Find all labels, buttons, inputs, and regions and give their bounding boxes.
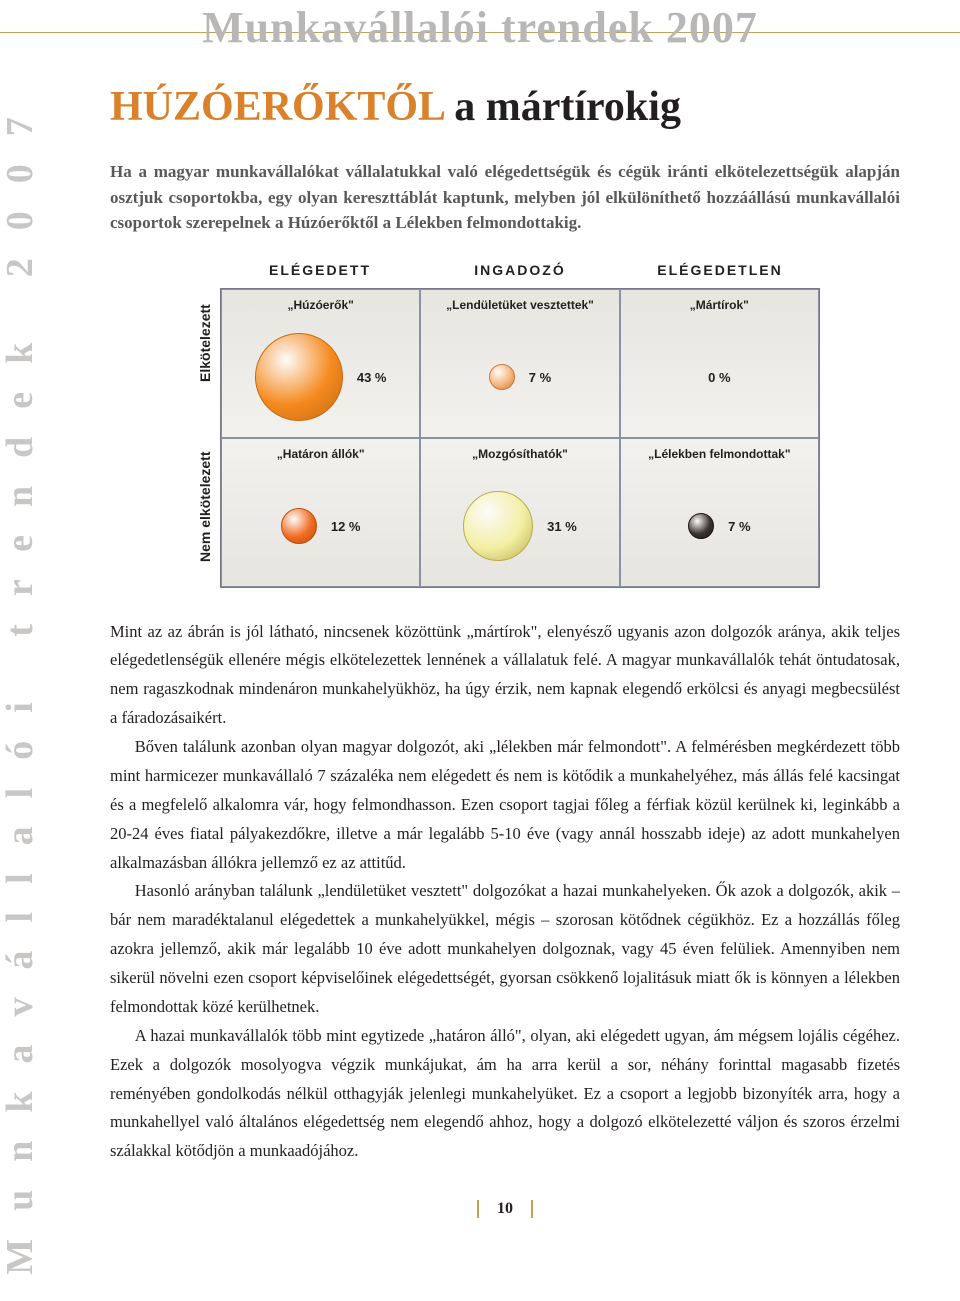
chart-cell-label: „Lélekben felmondottak" — [648, 447, 790, 461]
chart-cell-pct: 31 % — [547, 519, 577, 534]
article-title-rest: a mártírokig — [444, 84, 681, 130]
chart-bubble — [281, 508, 317, 544]
chart-bubble — [489, 364, 515, 390]
chart-cell-1-1: „Mozgósíthatók" 31 % — [420, 438, 619, 587]
chart-cell-label: „Lendületüket vesztettek" — [446, 298, 594, 312]
chart-cell-pct: 43 % — [357, 370, 387, 385]
chart-col-header-1: INGADOZÓ — [420, 262, 620, 288]
chart-cell-label: „Mozgósíthatók" — [472, 447, 568, 461]
page-number: 10 — [477, 1200, 533, 1218]
chart-cell-0-2: „Mártírok" 0 % — [620, 289, 819, 438]
chart-cell-pct: 12 % — [331, 519, 361, 534]
chart-cell-0-0: „Húzóerők" 43 % — [221, 289, 420, 438]
page-number-container: 10 — [110, 1200, 900, 1218]
chart-cell-1-2: „Lélekben felmondottak" 7 % — [620, 438, 819, 587]
chart-bubble — [688, 513, 714, 539]
article-title-highlight: HÚZÓERŐKTŐL — [110, 84, 444, 130]
chart-col-header-2: ELÉGEDETLEN — [620, 262, 820, 288]
sidebar-vertical-title: Munkavállalói trendek 2007 — [0, 89, 42, 1274]
chart-cell-label: „Határon állók" — [277, 447, 365, 461]
body-paragraph-3: Hasonló arányban találunk „lendületüket … — [110, 877, 900, 1021]
chart-row-header-0: Elkötelezett — [190, 262, 220, 425]
chart-cell-label: „Húzóerők" — [287, 298, 353, 312]
chart-cell-pct: 7 % — [529, 370, 551, 385]
chart-cell-pct: 0 % — [708, 370, 730, 385]
chart-cell-label: „Mártírok" — [690, 298, 749, 312]
chart-col-header-0: ELÉGEDETT — [220, 262, 420, 288]
article-body: Mint az az ábrán is jól látható, nincsen… — [110, 618, 900, 1167]
chart-bubble — [463, 491, 533, 561]
commitment-satisfaction-chart: Elkötelezett Nem elkötelezett ELÉGEDETT … — [190, 262, 820, 588]
article-title: HÚZÓERŐKTŐL a mártírokig — [110, 83, 900, 131]
chart-cell-0-1: „Lendületüket vesztettek" 7 % — [420, 289, 619, 438]
chart-cell-pct: 7 % — [728, 519, 750, 534]
header-title: Munkavállalói trendek 2007 — [50, 0, 910, 53]
chart-row-header-1: Nem elkötelezett — [190, 425, 220, 588]
article-intro: Ha a magyar munkavállalókat vállalatukka… — [110, 159, 900, 236]
chart-bubble — [255, 333, 343, 421]
body-paragraph-1: Mint az az ábrán is jól látható, nincsen… — [110, 618, 900, 734]
body-paragraph-4: A hazai munkavállalók több mint egytized… — [110, 1022, 900, 1166]
body-paragraph-2: Bőven találunk azonban olyan magyar dolg… — [110, 733, 900, 877]
chart-cell-1-0: „Határon állók" 12 % — [221, 438, 420, 587]
